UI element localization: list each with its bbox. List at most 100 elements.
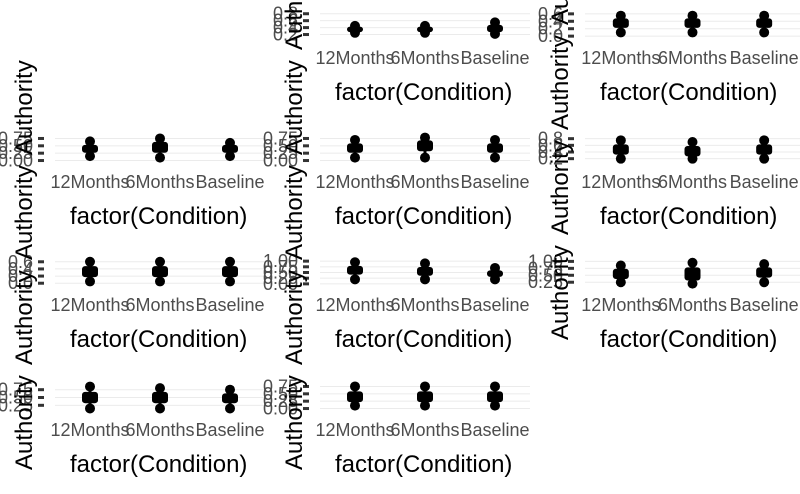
x-axis-title: factor(Condition) bbox=[600, 326, 777, 353]
x-tick-label: 12Months bbox=[50, 420, 129, 440]
y-axis-title: Authority bbox=[547, 245, 574, 340]
y-axis-title: Authority bbox=[11, 375, 38, 470]
y-tick-label: 0.00 bbox=[263, 151, 298, 171]
outlier-point bbox=[615, 260, 626, 271]
x-axis-title: factor(Condition) bbox=[70, 203, 247, 230]
x-axis-title: factor(Condition) bbox=[335, 451, 512, 478]
outlier-point bbox=[420, 258, 430, 269]
outlier-point bbox=[490, 262, 500, 273]
x-tick-label: Baseline bbox=[460, 172, 529, 192]
outlier-point bbox=[687, 153, 698, 164]
outlier-point bbox=[225, 256, 235, 267]
x-axis-title: factor(Condition) bbox=[70, 326, 247, 353]
y-tick-label: 0.25 bbox=[0, 395, 33, 415]
x-tick-label: Baseline bbox=[460, 295, 529, 315]
outlier-point bbox=[420, 400, 430, 411]
x-tick-label: 6Months bbox=[125, 420, 194, 440]
y-tick-label: 0.4 bbox=[538, 11, 563, 31]
outlier-point bbox=[350, 257, 360, 268]
outlier-point bbox=[85, 151, 95, 162]
outlier-point bbox=[759, 135, 770, 146]
outlier-point bbox=[155, 256, 165, 267]
x-tick-label: 12Months bbox=[50, 295, 129, 315]
x-tick-label: 12Months bbox=[581, 48, 660, 68]
x-axis-title: factor(Condition) bbox=[70, 451, 247, 478]
y-tick-label: 0.75 bbox=[0, 128, 33, 148]
x-tick-label: 6Months bbox=[125, 295, 194, 315]
outlier-point bbox=[490, 274, 500, 285]
y-tick-label: 0.2 bbox=[538, 149, 563, 169]
y-tick-label: 0.50 bbox=[528, 265, 563, 285]
y-axis-title: Authority bbox=[281, 270, 308, 365]
x-tick-label: Baseline bbox=[195, 295, 264, 315]
outlier-point bbox=[615, 10, 626, 21]
outlier-point bbox=[687, 27, 698, 38]
y-axis-title: Authority bbox=[11, 60, 38, 155]
outlier-point bbox=[85, 381, 95, 392]
x-tick-label: Baseline bbox=[195, 172, 264, 192]
x-tick-label: 12Months bbox=[315, 172, 394, 192]
y-tick-label: 0.50 bbox=[263, 263, 298, 283]
x-tick-label: 6Months bbox=[390, 48, 459, 68]
outlier-point bbox=[85, 403, 95, 414]
y-tick-label: 0.2 bbox=[538, 19, 563, 39]
outlier-point bbox=[759, 259, 770, 270]
outlier-point bbox=[490, 134, 500, 145]
x-tick-label: 6Months bbox=[658, 48, 727, 68]
outlier-point bbox=[490, 152, 500, 163]
outlier-point bbox=[615, 27, 626, 38]
y-tick-label: 0.25 bbox=[528, 272, 563, 292]
y-axis-title: Authority bbox=[11, 165, 38, 260]
x-tick-label: Baseline bbox=[460, 420, 529, 440]
y-tick-label: 0.50 bbox=[0, 136, 33, 156]
y-tick-label: 0.6 bbox=[273, 11, 298, 31]
outlier-point bbox=[420, 274, 430, 285]
outlier-point bbox=[420, 152, 430, 163]
x-tick-label: 6Months bbox=[658, 172, 727, 192]
y-tick-label: 0.6 bbox=[8, 252, 33, 272]
x-tick-label: Baseline bbox=[730, 172, 799, 192]
outlier-point bbox=[490, 17, 500, 28]
y-tick-label: 0.2 bbox=[273, 25, 298, 45]
outlier-point bbox=[420, 27, 430, 38]
x-tick-label: 12Months bbox=[581, 172, 660, 192]
y-tick-label: 0.75 bbox=[528, 258, 563, 278]
outlier-point bbox=[350, 400, 360, 411]
x-tick-label: 12Months bbox=[50, 172, 129, 192]
x-tick-label: 12Months bbox=[581, 295, 660, 315]
x-tick-label: 6Months bbox=[390, 295, 459, 315]
outlier-point bbox=[490, 400, 500, 411]
outlier-point bbox=[687, 137, 698, 147]
outlier-point bbox=[490, 28, 500, 39]
y-tick-label: 0.50 bbox=[263, 136, 298, 156]
y-tick-label: 0.25 bbox=[263, 268, 298, 288]
x-tick-label: Baseline bbox=[195, 420, 264, 440]
outlier-point bbox=[85, 276, 95, 287]
outlier-point bbox=[85, 136, 95, 147]
x-axis-title: factor(Condition) bbox=[600, 203, 777, 230]
outlier-point bbox=[615, 153, 626, 164]
y-tick-label: 1.00 bbox=[528, 251, 563, 271]
y-tick-label: 0.4 bbox=[538, 142, 563, 162]
y-tick-label: 0.25 bbox=[0, 143, 33, 163]
y-tick-label: 0.50 bbox=[263, 384, 298, 404]
y-tick-label: 0.75 bbox=[0, 380, 33, 400]
outlier-point bbox=[225, 276, 235, 287]
x-tick-label: Baseline bbox=[460, 48, 529, 68]
outlier-point bbox=[759, 153, 770, 164]
outlier-point bbox=[350, 274, 360, 285]
y-axis-title: Authority bbox=[11, 270, 38, 365]
y-axis-title: Authority bbox=[281, 165, 308, 260]
outlier-point bbox=[350, 381, 360, 392]
y-tick-label: 0.4 bbox=[273, 18, 298, 38]
outlier-point bbox=[350, 20, 360, 31]
outlier-point bbox=[490, 381, 500, 392]
x-axis-title: factor(Condition) bbox=[600, 79, 777, 106]
outlier-point bbox=[155, 276, 165, 287]
